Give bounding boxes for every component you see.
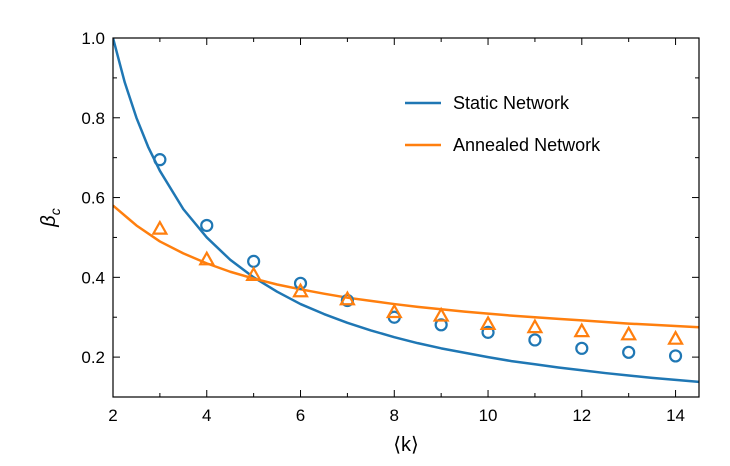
y-axis-label: βc bbox=[38, 208, 63, 227]
static-point bbox=[528, 333, 542, 347]
static-point bbox=[247, 254, 261, 268]
annealed-point bbox=[573, 322, 591, 338]
annealed-point bbox=[620, 325, 638, 341]
annealed-point bbox=[292, 282, 309, 298]
ticks bbox=[112, 37, 699, 398]
static-point bbox=[575, 341, 589, 355]
annealed-point bbox=[667, 329, 684, 345]
annealed-point bbox=[526, 318, 544, 334]
annealed-point bbox=[479, 315, 497, 331]
y-tick-label: 0.6 bbox=[81, 189, 105, 208]
annealed-point bbox=[151, 219, 169, 235]
annealed-point bbox=[245, 266, 263, 281]
x-tick-label: 8 bbox=[390, 406, 399, 425]
x-tick-label: 6 bbox=[296, 406, 305, 425]
x-axis-label: ⟨k⟩ bbox=[393, 434, 419, 456]
legend: Static Network Annealed Network bbox=[405, 93, 601, 155]
legend-label-static: Static Network bbox=[453, 93, 570, 113]
y-tick-label: 1.0 bbox=[81, 29, 105, 48]
static-point bbox=[153, 153, 167, 167]
y-axis-label-subscript: c bbox=[47, 208, 63, 215]
x-tick-label: 2 bbox=[108, 406, 117, 425]
y-tick-label: 0.8 bbox=[81, 109, 105, 128]
annealed-point bbox=[432, 306, 450, 322]
y-tick-label: 0.4 bbox=[81, 268, 105, 287]
tick-labels: 2 4 6 8 10 12 14 0.2 0.4 0.6 0.8 1.0 bbox=[81, 29, 685, 425]
plot-markers bbox=[151, 153, 684, 363]
annealed-point bbox=[339, 290, 356, 306]
static-point bbox=[200, 218, 214, 233]
x-tick-label: 10 bbox=[479, 406, 498, 425]
static-point bbox=[434, 318, 448, 332]
static-point bbox=[668, 349, 683, 363]
y-axis-label-main: β bbox=[38, 215, 60, 227]
legend-label-annealed: Annealed Network bbox=[453, 135, 601, 155]
y-tick-label: 0.2 bbox=[81, 348, 105, 367]
static-point bbox=[293, 276, 308, 290]
series-line-static bbox=[113, 38, 699, 384]
annealed-point bbox=[385, 303, 403, 319]
static-point bbox=[481, 325, 495, 339]
x-tick-label: 4 bbox=[202, 406, 211, 425]
static-point bbox=[622, 345, 636, 359]
x-tick-label: 12 bbox=[572, 406, 591, 425]
annealed-point bbox=[198, 250, 216, 266]
x-tick-label: 14 bbox=[666, 406, 685, 425]
plot-lines bbox=[113, 38, 699, 384]
plot-frame bbox=[112, 37, 700, 398]
